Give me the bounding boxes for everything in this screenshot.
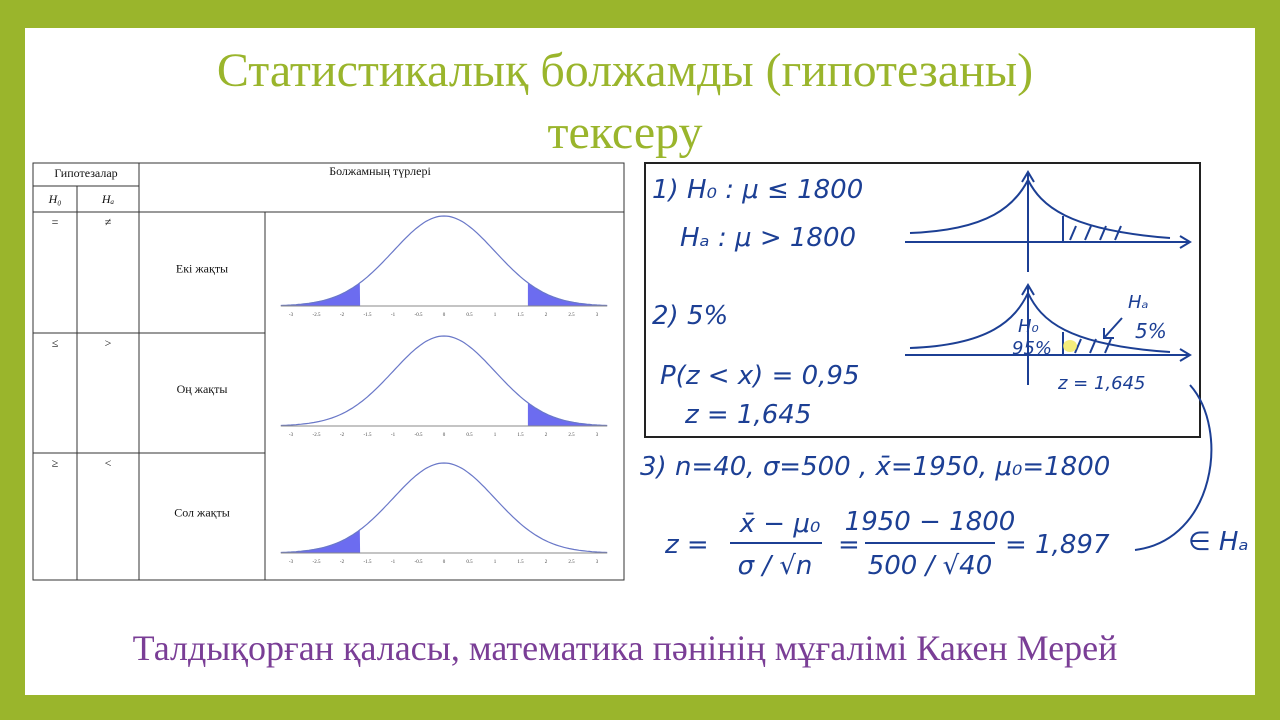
note: Hₐ: [1128, 292, 1149, 313]
notes: 1) H₀ : μ ≤ 1800 Hₐ : μ > 1800 2) 5% P(z…: [640, 175, 1249, 581]
table-cell: Сол жақты: [174, 506, 230, 520]
note: 1) H₀ : μ ≤ 1800: [652, 175, 863, 205]
axis-tick: 2.5: [568, 433, 575, 438]
axis-tick: 1.5: [517, 313, 524, 318]
axis-tick: -2.5: [313, 313, 321, 318]
axis-tick: -1: [391, 313, 396, 318]
axis-tick: 2.5: [568, 313, 575, 318]
axis-tick: 1: [494, 560, 497, 565]
slide-area: [25, 28, 1255, 695]
axis-tick: -2: [340, 433, 345, 438]
table-head: Гипотезалар: [54, 166, 117, 180]
axis-tick: -1: [391, 560, 396, 565]
sketches: [905, 170, 1213, 551]
axis-tick: 2: [545, 433, 548, 438]
normal-curve: [280, 335, 608, 427]
axis-tick: 0: [443, 433, 446, 438]
axis-tick: 1.5: [517, 433, 524, 438]
table-cell: Екі жақты: [176, 262, 228, 276]
axis-tick: -2.5: [313, 433, 321, 438]
table-cell: >: [105, 336, 112, 350]
note: =: [838, 530, 860, 560]
tail-area: [527, 282, 608, 306]
axis-tick: -1: [391, 433, 396, 438]
note: ∈ Hₐ: [1188, 527, 1249, 557]
note: 2) 5%: [652, 301, 728, 331]
axis-tick: -3: [289, 313, 294, 318]
axis-tick: -2: [340, 560, 345, 565]
note: = 1,897: [1005, 530, 1110, 560]
axis-tick: -1.5: [364, 560, 372, 565]
tail-area: [280, 282, 361, 306]
table-cell: ≠: [105, 215, 112, 229]
axis-tick: -2.5: [313, 560, 321, 565]
axis-tick: 3: [596, 560, 599, 565]
tail-area: [527, 402, 608, 426]
table-head: H₀: [48, 192, 62, 206]
axis-tick: -0.5: [415, 313, 423, 318]
note: σ / √n: [738, 551, 813, 581]
axis-tick: 1: [494, 433, 497, 438]
table-head: Болжамның түрлері: [329, 164, 431, 178]
title: тексеру: [548, 106, 703, 159]
note: 5%: [1135, 319, 1167, 343]
tail-area: [280, 529, 361, 553]
axis-tick: 2: [545, 560, 548, 565]
table-cell: =: [52, 215, 59, 229]
highlight: [1063, 340, 1077, 352]
axis-tick: 0: [443, 313, 446, 318]
note: 3) n=40, σ=500 , x̄=1950, μ₀=1800: [640, 452, 1110, 482]
axis-tick: -2: [340, 313, 345, 318]
note: Hₐ : μ > 1800: [680, 223, 856, 253]
axis-tick: 2.5: [568, 560, 575, 565]
axis-tick: 0: [443, 560, 446, 565]
table-cell: ≤: [52, 336, 59, 350]
axis-tick: 3: [596, 433, 599, 438]
axis-tick: 0.5: [466, 560, 473, 565]
axis-tick: 1: [494, 313, 497, 318]
footer: Талдықорған қаласы, математика пәнінің м…: [133, 628, 1118, 668]
axis-tick: 2: [545, 313, 548, 318]
table-cell: Оң жақты: [177, 382, 228, 396]
note: 95%: [1012, 338, 1052, 359]
table-head: Hₐ: [101, 192, 115, 206]
table-cell: <: [105, 456, 112, 470]
table-grid: [32, 162, 625, 581]
axis-tick: -1.5: [364, 433, 372, 438]
note: x̄ − μ₀: [739, 509, 821, 539]
note: 500 / √40: [868, 551, 993, 581]
normal-curve: [280, 215, 608, 307]
axis-tick: -3: [289, 560, 294, 565]
axis-tick: -1.5: [364, 313, 372, 318]
notes-box: [644, 162, 1201, 438]
note: 1950 − 1800: [845, 507, 1016, 537]
axis-tick: -3: [289, 433, 294, 438]
note: z = 1,645: [684, 400, 811, 430]
axis-tick: 0.5: [466, 313, 473, 318]
axis-tick: 1.5: [517, 560, 524, 565]
table-cell: ≥: [52, 456, 59, 470]
note: z =: [664, 530, 709, 560]
note: P(z < x) = 0,95: [660, 361, 860, 391]
axis-tick: -0.5: [415, 560, 423, 565]
axis-tick: 0.5: [466, 433, 473, 438]
axis-tick: -0.5: [415, 433, 423, 438]
axis-tick: 3: [596, 313, 599, 318]
note: z = 1,645: [1057, 373, 1146, 394]
normal-curve: [280, 462, 608, 554]
title: Статистикалық болжамды (гипотезаны): [217, 44, 1033, 97]
